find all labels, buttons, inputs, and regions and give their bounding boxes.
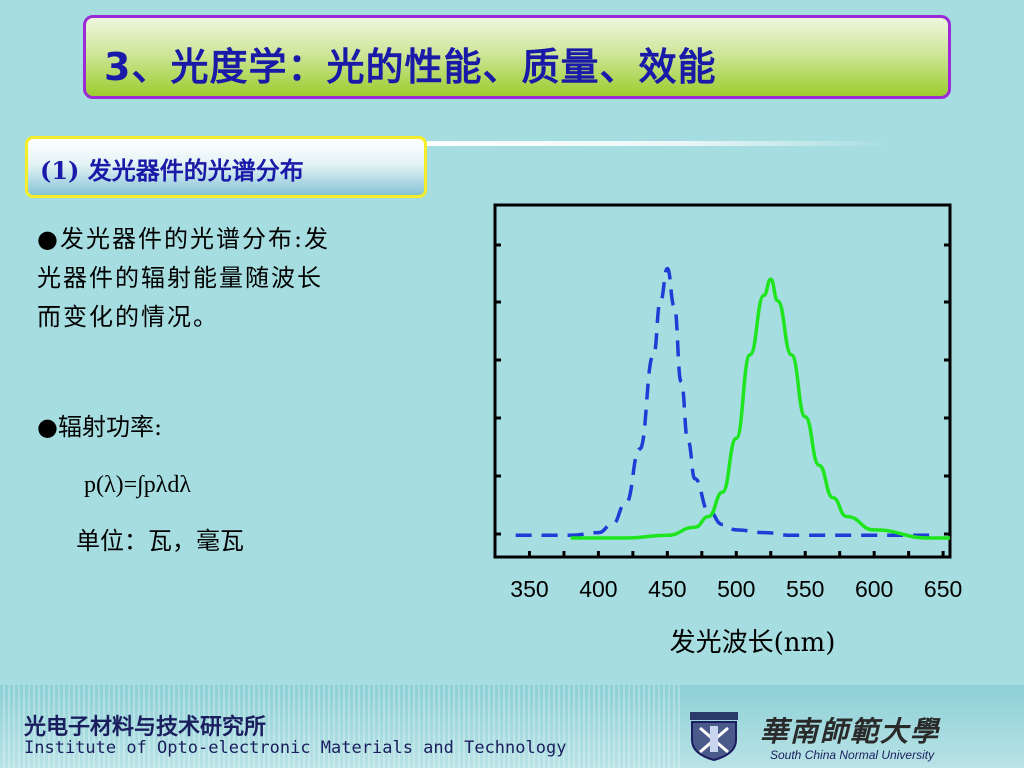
university-name-en: South China Normal University bbox=[770, 748, 935, 762]
definition-line-1: ●发光器件的光谱分布:发 bbox=[37, 225, 331, 253]
x-tick-label-650: 650 bbox=[924, 576, 962, 602]
series-line-1 bbox=[570, 277, 950, 540]
definition-line-2: 光器件的辐射能量随波长 bbox=[37, 264, 323, 292]
university-name-cn: 華南師範大學 bbox=[760, 715, 941, 748]
section-subtitle: (1) 发光器件的光谱分布 bbox=[40, 156, 304, 185]
x-tick-label-350: 350 bbox=[510, 576, 548, 602]
institute-name-cn: 光电子材料与技术研究所 bbox=[24, 715, 267, 740]
definition-line-3: 而变化的情况。 bbox=[37, 303, 219, 331]
subtitle-divider bbox=[427, 141, 893, 146]
footer-bar bbox=[0, 685, 1024, 768]
x-tick-label-500: 500 bbox=[717, 576, 755, 602]
definition-paragraph: ●发光器件的光谱分布:发 光器件的辐射能量随波长 而变化的情况。 bbox=[37, 220, 330, 337]
power-unit-text: 单位：瓦，毫瓦 bbox=[76, 527, 244, 555]
spectrum-chart: 350 400 450 500 550 600 650 发光波长(nm) bbox=[480, 195, 962, 679]
series-line-0 bbox=[515, 266, 930, 538]
institute-name-en: Institute of Opto-electronic Materials a… bbox=[24, 738, 567, 758]
plot-frame bbox=[493, 203, 952, 559]
x-tick-label-550: 550 bbox=[786, 576, 824, 602]
radiant-power-formula: p(λ)=∫pλdλ bbox=[84, 472, 192, 498]
footer-stripe bbox=[0, 685, 680, 768]
spectrum-chart-svg: 350 400 450 500 550 600 650 发光波长(nm) bbox=[493, 203, 962, 658]
radiant-power-heading: ●辐射功率: bbox=[37, 413, 163, 441]
slide-title: 3、光度学：光的性能、质量、效能 bbox=[104, 45, 717, 89]
university-emblem-icon bbox=[686, 710, 742, 766]
x-tick-label-600: 600 bbox=[855, 576, 893, 602]
title-banner: 3、光度学：光的性能、质量、效能 bbox=[83, 15, 951, 99]
subtitle-banner: (1) 发光器件的光谱分布 bbox=[25, 136, 427, 198]
x-axis-label: 发光波长(nm) bbox=[670, 628, 836, 658]
x-tick-label-450: 450 bbox=[648, 576, 686, 602]
x-tick-label-400: 400 bbox=[579, 576, 617, 602]
